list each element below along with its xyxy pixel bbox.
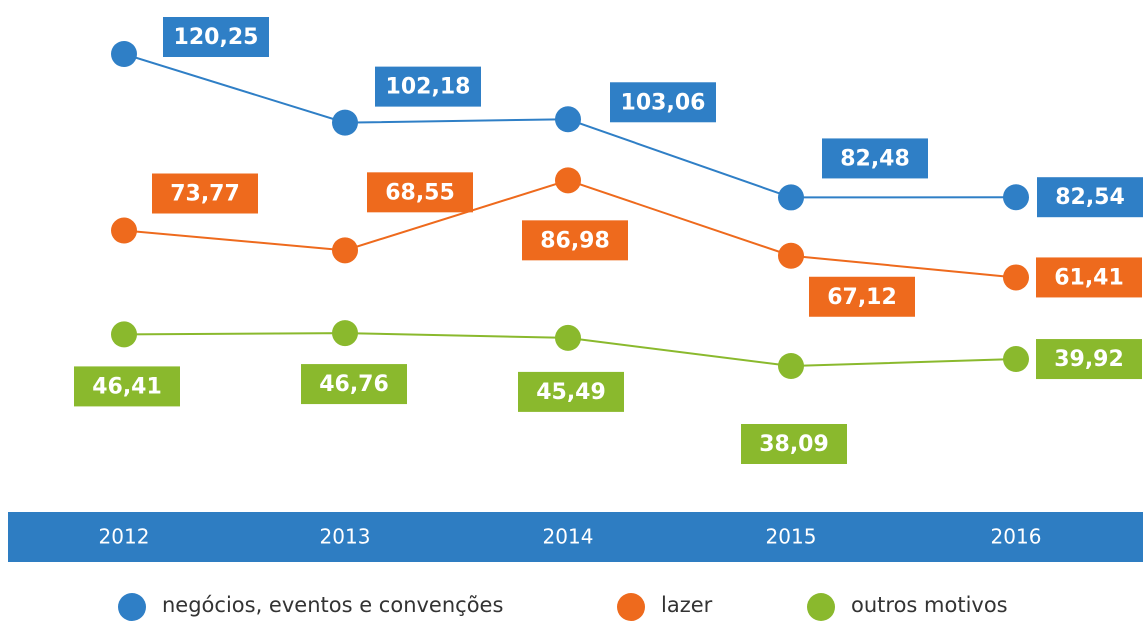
- data-point: [778, 184, 804, 211]
- data-point: [111, 321, 137, 348]
- legend-label: outros motivos: [851, 593, 1008, 617]
- value-label-box: [152, 173, 258, 214]
- value-label: 73,77: [170, 182, 240, 207]
- value-label: 103,06: [621, 90, 706, 115]
- value-label-box: [163, 17, 269, 57]
- data-point: [778, 242, 804, 269]
- value-label-box: [809, 276, 915, 317]
- value-label: 68,55: [385, 180, 455, 205]
- value-label-box: [301, 364, 407, 405]
- value-label-box: [375, 66, 481, 107]
- x-tick-label: 2016: [991, 525, 1042, 549]
- value-label-box: [822, 138, 928, 179]
- value-label: 39,92: [1054, 347, 1124, 372]
- value-label-box: [610, 82, 716, 123]
- value-label: 82,54: [1055, 185, 1125, 210]
- value-label-box: [741, 424, 847, 464]
- data-point: [1003, 184, 1029, 211]
- x-tick-label: 2014: [543, 525, 594, 549]
- value-label-box: [1036, 339, 1142, 380]
- data-point: [332, 237, 358, 264]
- data-point: [778, 353, 804, 379]
- value-label-box: [1036, 257, 1142, 298]
- data-point: [111, 41, 137, 67]
- value-label: 120,25: [174, 25, 259, 50]
- data-point: [1003, 264, 1029, 291]
- category-band: [8, 512, 1143, 562]
- value-label-box: [518, 371, 624, 412]
- legend-marker: [617, 593, 645, 621]
- value-label: 46,76: [319, 372, 389, 397]
- value-label: 46,41: [92, 374, 162, 399]
- value-label: 67,12: [827, 285, 897, 310]
- value-label: 45,49: [536, 380, 606, 405]
- value-label-box: [1037, 177, 1143, 218]
- data-point: [555, 324, 581, 351]
- value-label-box: [522, 220, 628, 261]
- data-point: [111, 217, 137, 244]
- value-label-box: [74, 366, 180, 407]
- x-tick-label: 2012: [99, 525, 150, 549]
- value-label: 61,41: [1054, 265, 1124, 290]
- value-label: 102,18: [386, 75, 471, 100]
- data-point: [555, 106, 581, 133]
- data-point: [1003, 346, 1029, 373]
- data-point: [332, 320, 358, 347]
- x-tick-label: 2013: [320, 525, 371, 549]
- value-label: 82,48: [840, 146, 910, 171]
- legend-label: negócios, eventos e convenções: [162, 593, 503, 617]
- legend-marker: [807, 593, 835, 621]
- data-point: [555, 167, 581, 194]
- legend-marker: [118, 593, 146, 621]
- value-label: 38,09: [759, 432, 829, 457]
- data-point: [332, 109, 358, 136]
- value-label: 86,98: [540, 228, 610, 253]
- legend-label: lazer: [661, 593, 713, 617]
- value-label-box: [367, 172, 473, 213]
- x-tick-label: 2015: [766, 525, 817, 549]
